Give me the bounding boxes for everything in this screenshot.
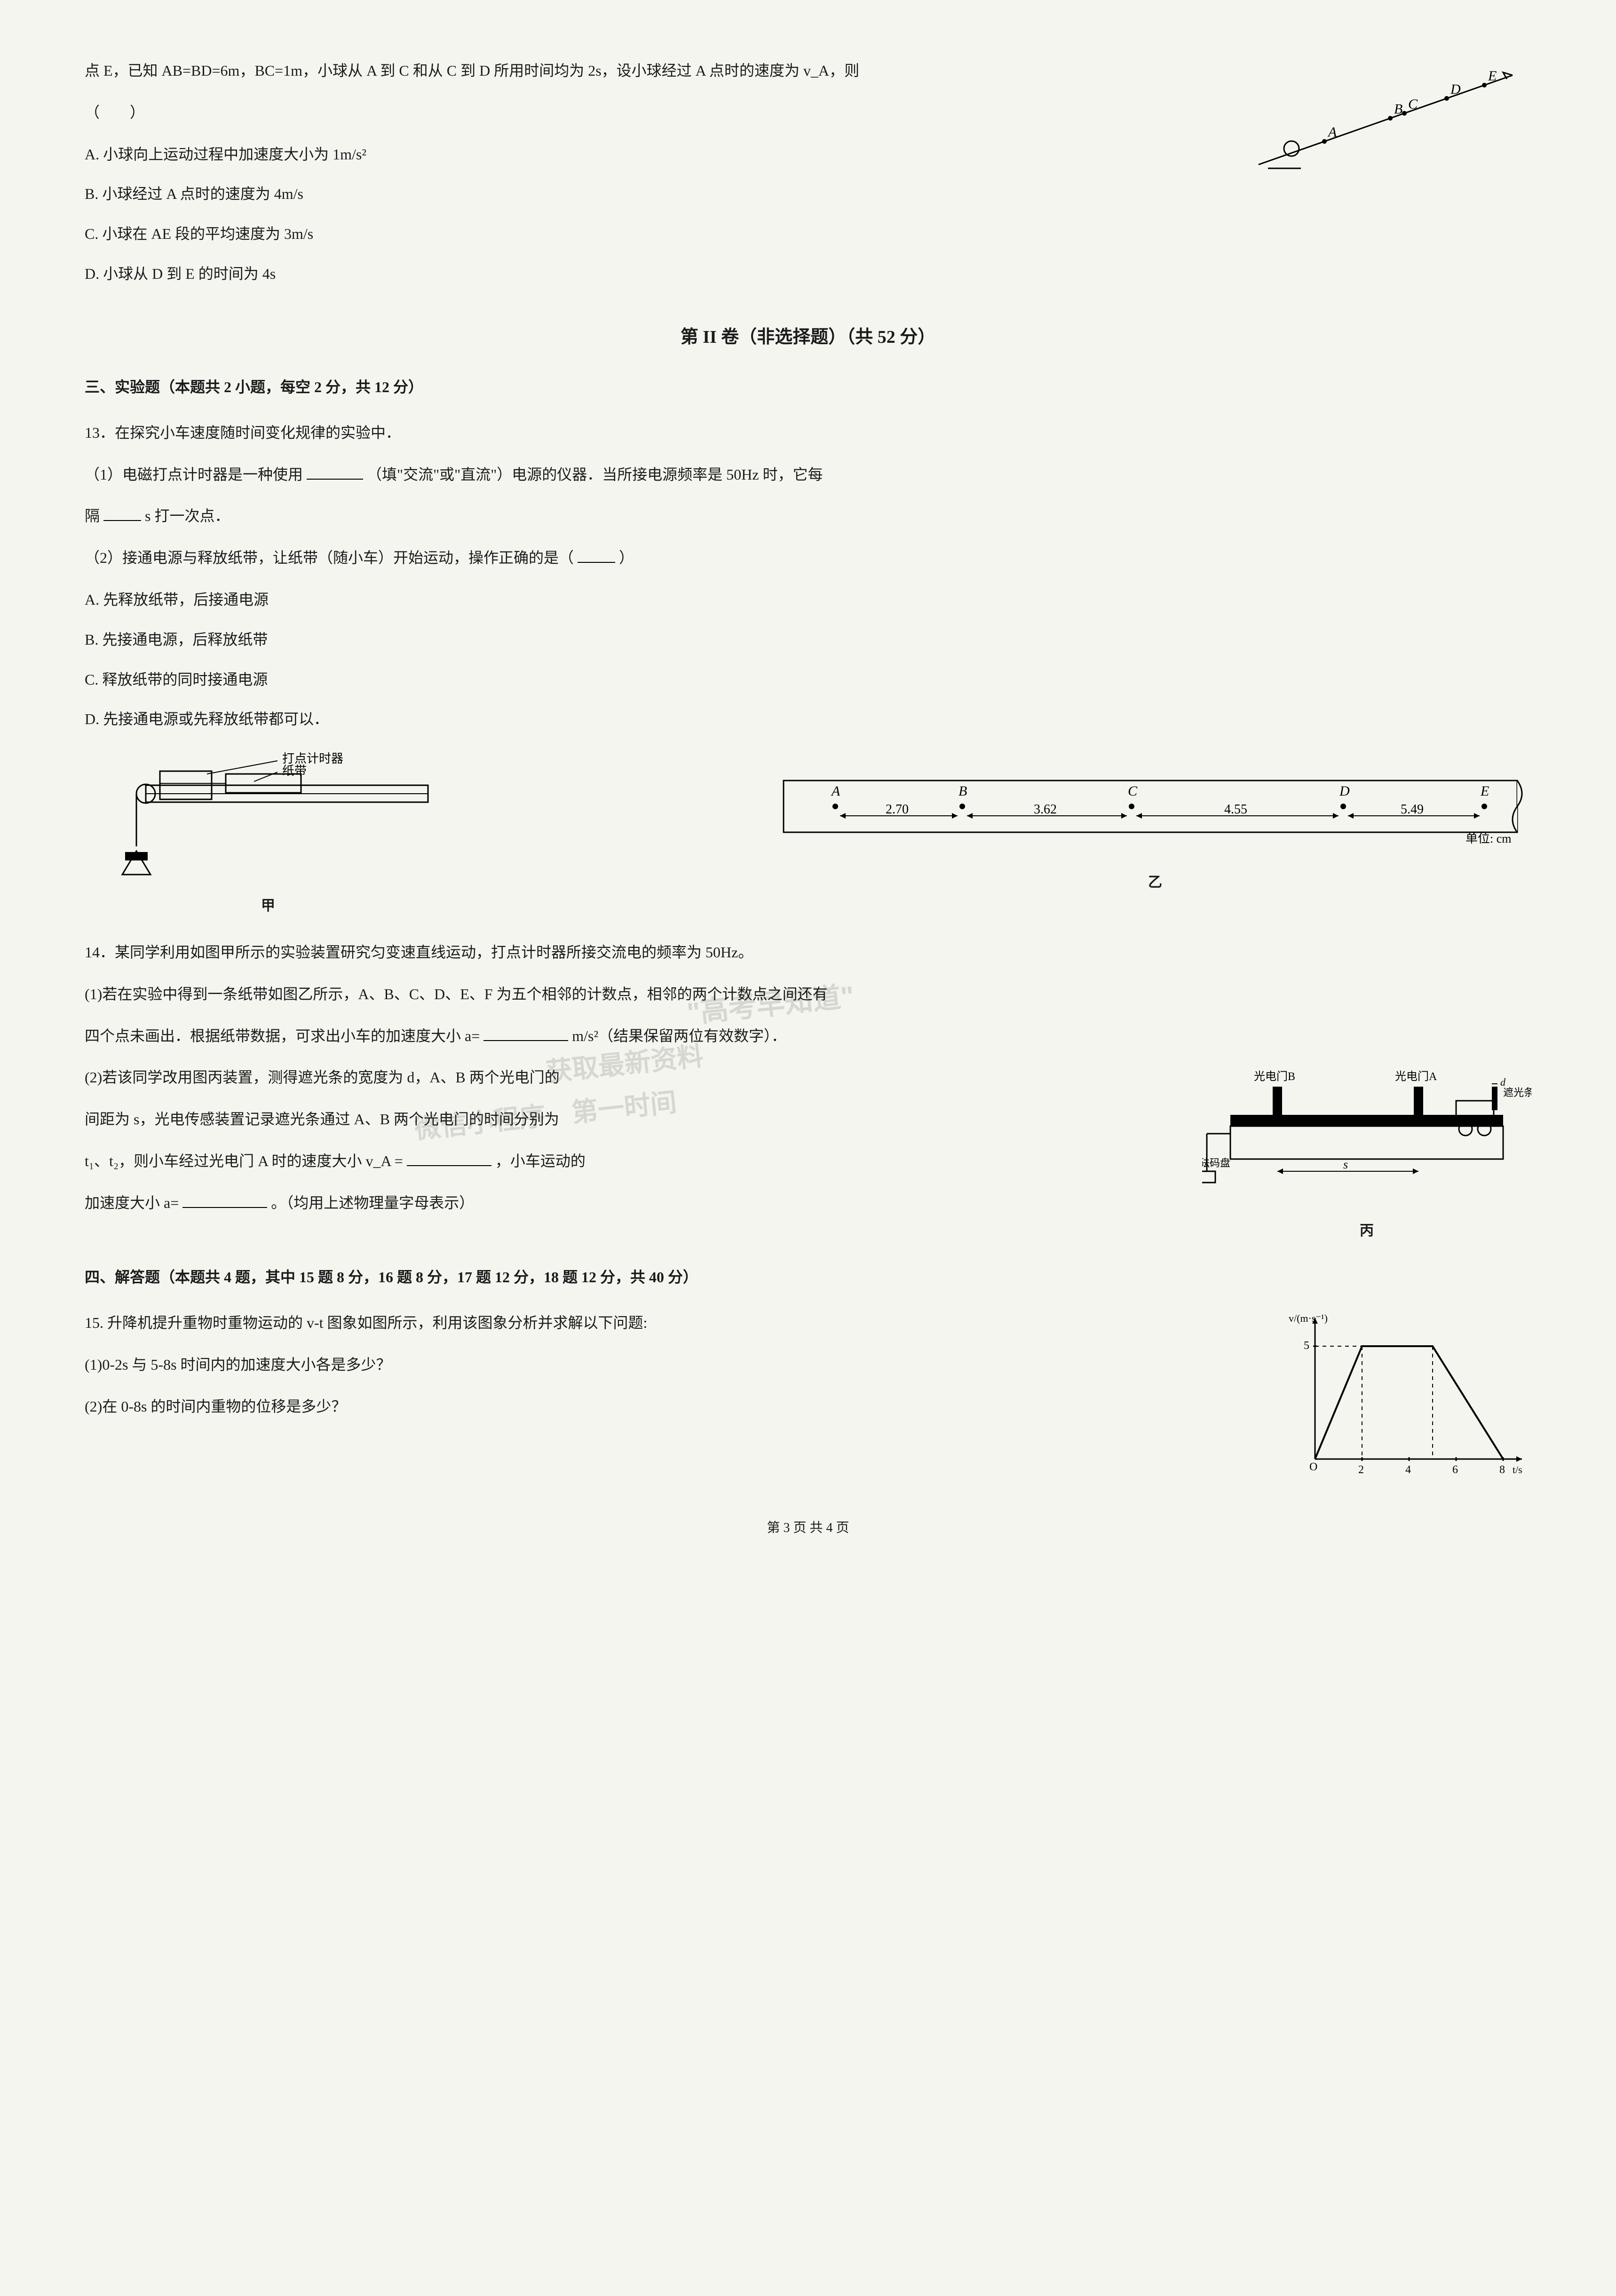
experiment-heading: 三、实验题（本题共 2 小题，每空 2 分，共 12 分） <box>85 373 1531 402</box>
q14-p2-d: ，小车运动的 <box>495 1152 586 1169</box>
svg-text:A: A <box>831 783 840 799</box>
q12-text: 点 E，已知 AB=BD=6m，BC=1m，小球从 A 到 C 和从 C 到 D… <box>85 56 1230 301</box>
q13-optB: B. 先接通电源，后释放纸带 <box>85 625 1531 654</box>
svg-text:光电门B: 光电门B <box>1254 1070 1295 1083</box>
q13-block: 13．在探究小车速度随时间变化规律的实验中． （1）电磁打点计时器是一种使用 （… <box>85 418 1531 919</box>
tape-fig-wrap: A 2.70 B 3.62 C 4.55 D 5.49 E 单位: cm 乙 <box>779 771 1531 896</box>
q13-optD: D. 先接通电源或先释放纸带都可以． <box>85 705 1531 734</box>
fig-bing-label: 丙 <box>1202 1217 1531 1244</box>
svg-text:C: C <box>1408 96 1418 112</box>
q13-p2: （2）接通电源与释放纸带，让纸带（随小车）开始运动，操作正确的是（ ） <box>85 544 1531 572</box>
q13-optA: A. 先释放纸带，后接通电源 <box>85 585 1531 614</box>
blank-interval[interactable] <box>103 506 141 521</box>
q12-stem: 点 E，已知 AB=BD=6m，BC=1m，小球从 A 到 C 和从 C 到 D… <box>85 56 1230 85</box>
svg-text:B: B <box>959 783 967 799</box>
apparatus-fig-wrap: 打点计时器 纸带 甲 <box>85 748 452 919</box>
q14-p2-c: t₁、t₂，则小车经过光电门 A 时的速度大小 v_A = <box>85 1152 403 1169</box>
q13-p1-d: s 打一次点． <box>145 507 230 524</box>
q12-optB: B. 小球经过 A 点时的速度为 4m/s <box>85 180 1230 208</box>
svg-text:5: 5 <box>1304 1340 1309 1352</box>
blank-accel[interactable] <box>483 1026 568 1041</box>
q14-p2-a: (2)若该同学改用图丙装置，测得遮光条的宽度为 d，A、B 两个光电门的 <box>85 1063 1183 1092</box>
q12-options: A. 小球向上运动过程中加速度大小为 1m/s² B. 小球经过 A 点时的速度… <box>85 140 1230 288</box>
incline-figure: A BC D E <box>1249 56 1531 188</box>
svg-text:d: d <box>1500 1076 1506 1088</box>
svg-text:砝码盘: 砝码盘 <box>1202 1157 1230 1169</box>
q13-options: A. 先释放纸带，后接通电源 B. 先接通电源，后释放纸带 C. 释放纸带的同时… <box>85 585 1531 734</box>
q12-optC: C. 小球在 AE 段的平均速度为 3m/s <box>85 220 1230 248</box>
fig-jia-label: 甲 <box>85 892 452 919</box>
q12-paren: （ ） <box>85 98 1230 127</box>
svg-text:v/(m·s⁻¹): v/(m·s⁻¹) <box>1289 1312 1328 1324</box>
svg-text:O: O <box>1309 1461 1317 1473</box>
photogate-figure: 光电门B 光电门A 遮光条 砝码盘 s d 丙 <box>1202 1063 1531 1244</box>
svg-text:s: s <box>1343 1158 1348 1171</box>
svg-text:2.70: 2.70 <box>886 802 909 817</box>
svg-text:D: D <box>1450 81 1461 97</box>
svg-text:t/s: t/s <box>1513 1464 1522 1475</box>
q13-p1-c: 隔 <box>85 507 100 524</box>
q14-p2-f: 。（均用上述物理量字母表示） <box>271 1194 474 1211</box>
svg-text:4: 4 <box>1405 1464 1411 1476</box>
svg-text:4.55: 4.55 <box>1224 802 1247 817</box>
page-footer: 第 3 页 共 4 页 <box>85 1515 1531 1540</box>
q13-p2-a: （2）接通电源与释放纸带，让纸带（随小车）开始运动，操作正确的是（ <box>85 549 574 566</box>
q12-optA: A. 小球向上运动过程中加速度大小为 1m/s² <box>85 140 1230 169</box>
svg-text:C: C <box>1128 783 1138 799</box>
svg-text:纸带: 纸带 <box>282 764 307 778</box>
q14-stem: 14．某同学利用如图甲所示的实验装置研究匀变速直线运动，打点计时器所接交流电的频… <box>85 938 1531 967</box>
q14-p2-ef: 加速度大小 a= 。（均用上述物理量字母表示） <box>85 1189 1183 1217</box>
svg-text:单位: cm: 单位: cm <box>1465 832 1512 845</box>
q14-p2-cde: t₁、t₂，则小车经过光电门 A 时的速度大小 v_A = ，小车运动的 <box>85 1147 1183 1176</box>
q13-p1-a: （1）电磁打点计时器是一种使用 <box>85 466 303 483</box>
q14-p2-row: (2)若该同学改用图丙装置，测得遮光条的宽度为 d，A、B 两个光电门的 间距为… <box>85 1063 1531 1244</box>
q13-p1-line2: 隔 s 打一次点． <box>85 502 1531 530</box>
blank-a2[interactable] <box>182 1193 267 1208</box>
tape-svg: A 2.70 B 3.62 C 4.55 D 5.49 E 单位: cm <box>779 771 1531 856</box>
q13-optC: C. 释放纸带的同时接通电源 <box>85 665 1531 694</box>
svg-text:D: D <box>1339 783 1350 799</box>
q14-p2-e: 加速度大小 a= <box>85 1194 179 1211</box>
svg-text:打点计时器: 打点计时器 <box>282 752 343 765</box>
svg-text:6: 6 <box>1452 1464 1458 1476</box>
svg-text:光电门A: 光电门A <box>1395 1070 1437 1083</box>
q15-text: 15. 升降机提升重物时重物运动的 v-t 图象如图所示，利用该图象分析并求解以… <box>85 1309 1268 1434</box>
svg-text:遮光条: 遮光条 <box>1503 1087 1531 1098</box>
svg-text:E: E <box>1488 68 1497 84</box>
q13-p1-b: （填"交流"或"直流"）电源的仪器．当所接电源频率是 50Hz 时，它每 <box>367 466 823 483</box>
svg-text:B: B <box>1394 101 1402 117</box>
apparatus-svg: 打点计时器 纸带 <box>85 748 452 879</box>
q12-optD: D. 小球从 D 到 E 的时间为 4s <box>85 260 1230 288</box>
q14-p1-c: m/s²（结果保留两位有效数字）． <box>572 1027 786 1044</box>
q13-p1: （1）电磁打点计时器是一种使用 （填"交流"或"直流"）电源的仪器．当所接电源频… <box>85 460 1531 489</box>
q15-p1: (1)0-2s 与 5-8s 时间内的加速度大小各是多少？ <box>85 1350 1268 1379</box>
blank-vA[interactable] <box>407 1151 491 1166</box>
blank-choice[interactable] <box>578 548 615 563</box>
q14-block: 14．某同学利用如图甲所示的实验装置研究匀变速直线运动，打点计时器所接交流电的频… <box>85 938 1531 1244</box>
svg-text:5.49: 5.49 <box>1401 802 1424 817</box>
svg-text:2: 2 <box>1358 1464 1364 1476</box>
q15-stem: 15. 升降机提升重物时重物运动的 v-t 图象如图所示，利用该图象分析并求解以… <box>85 1309 1268 1337</box>
blank-ac-dc[interactable] <box>307 465 363 480</box>
q13-stem: 13．在探究小车速度随时间变化规律的实验中． <box>85 418 1531 447</box>
q14-p1b-line: 四个点未画出．根据纸带数据，可求出小车的加速度大小 a= m/s²（结果保留两位… <box>85 1022 1531 1050</box>
q13-p2-b: ） <box>619 549 634 566</box>
q14-p1-b: 四个点未画出．根据纸带数据，可求出小车的加速度大小 a= <box>85 1027 480 1044</box>
fig-yi-label: 乙 <box>779 869 1531 896</box>
vt-figure: v/(m·s⁻¹) t/s 5 2 4 6 8 O <box>1287 1309 1531 1487</box>
svg-text:3.62: 3.62 <box>1034 802 1057 817</box>
q14-p1a: (1)若在实验中得到一条纸带如图乙所示，A、B、C、D、E、F 为五个相邻的计数… <box>85 980 1531 1009</box>
svg-text:8: 8 <box>1499 1464 1505 1476</box>
q15-block: 15. 升降机提升重物时重物运动的 v-t 图象如图所示，利用该图象分析并求解以… <box>85 1309 1531 1487</box>
q14-p2-text: (2)若该同学改用图丙装置，测得遮光条的宽度为 d，A、B 两个光电门的 间距为… <box>85 1063 1183 1230</box>
q14-p2-b: 间距为 s，光电传感装置记录遮光条通过 A、B 两个光电门的时间分别为 <box>85 1105 1183 1134</box>
solve-heading: 四、解答题（本题共 4 题，其中 15 题 8 分，16 题 8 分，17 题 … <box>85 1263 1531 1292</box>
svg-text:A: A <box>1327 125 1337 140</box>
svg-text:E: E <box>1480 783 1489 799</box>
section2-title: 第 II 卷（非选择题）（共 52 分） <box>85 320 1531 354</box>
apparatus-row: 打点计时器 纸带 甲 A 2.70 B 3.62 C 4.55 D 5.49 E 单位: cm … <box>85 748 1531 919</box>
q15-p2: (2)在 0-8s 的时间内重物的位移是多少？ <box>85 1392 1268 1421</box>
q12-block: 点 E，已知 AB=BD=6m，BC=1m，小球从 A 到 C 和从 C 到 D… <box>85 56 1531 301</box>
